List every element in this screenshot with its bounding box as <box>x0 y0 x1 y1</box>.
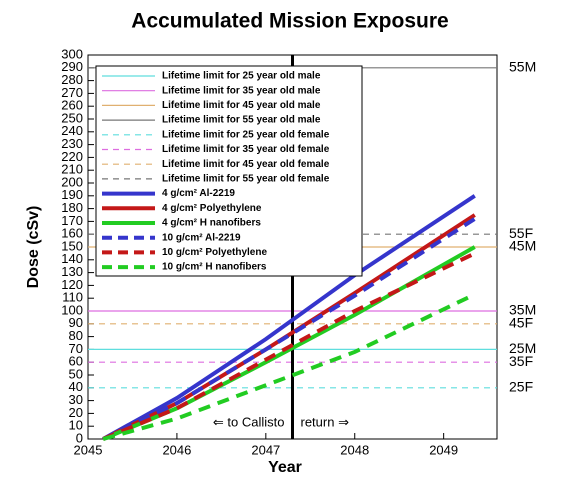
y-tick-label: 170 <box>61 213 83 228</box>
legend-label: 4 g/cm² H nanofibers <box>162 218 261 229</box>
limit-label: 45M <box>509 238 536 254</box>
legend-label: Lifetime limit for 25 year old female <box>162 129 330 140</box>
limit-label: 55F <box>509 225 533 241</box>
legend-label: 10 g/cm² Al-2219 <box>162 232 241 243</box>
limit-label: 25M <box>509 340 536 356</box>
legend-box <box>95 65 363 277</box>
y-tick-label: 90 <box>69 315 83 330</box>
limit-label: 45F <box>509 315 533 331</box>
legend-label: 4 g/cm² Polyethylene <box>162 203 262 214</box>
limit-label: 35M <box>509 302 536 318</box>
y-tick-label: 230 <box>61 136 83 151</box>
legend-label: Lifetime limit for 55 year old male <box>162 115 321 126</box>
series-line <box>102 251 476 441</box>
legend-label: Lifetime limit for 35 year old male <box>162 85 321 96</box>
y-tick-label: 0 <box>76 430 83 445</box>
chart-title: Accumulated Mission Exposure <box>131 10 448 33</box>
x-tick-label: 2048 <box>340 442 369 457</box>
limit-label: 55M <box>509 59 536 75</box>
legend-label: 10 g/cm² Polyethylene <box>162 247 267 258</box>
y-tick-label: 140 <box>61 251 83 266</box>
y-tick-label: 30 <box>69 392 83 407</box>
y-tick-label: 210 <box>61 162 83 177</box>
limit-label: 25F <box>509 379 533 395</box>
y-tick-label: 260 <box>61 98 83 113</box>
y-tick-label: 100 <box>61 302 83 317</box>
legend-label: Lifetime limit for 55 year old female <box>162 174 330 185</box>
y-tick-label: 270 <box>61 85 83 100</box>
y-tick-label: 300 <box>61 46 83 61</box>
legend: Lifetime limit for 25 year old male Lifet… <box>95 65 363 277</box>
legend-label: 10 g/cm² H nanofibers <box>162 262 267 273</box>
annotation: return ⇒ <box>301 414 350 429</box>
x-axis-label: Year <box>268 459 302 476</box>
legend-label: Lifetime limit for 45 year old male <box>162 100 321 111</box>
series-line <box>102 217 476 441</box>
y-tick-label: 190 <box>61 187 83 202</box>
legend-label: 4 g/cm² Al-2219 <box>162 188 235 199</box>
y-tick-label: 180 <box>61 200 83 215</box>
y-tick-label: 120 <box>61 277 83 292</box>
y-tick-label: 40 <box>69 379 83 394</box>
legend-label: Lifetime limit for 35 year old female <box>162 144 330 155</box>
annotation: ⇐ to Callisto <box>213 414 285 429</box>
series-line <box>102 194 476 441</box>
y-tick-label: 60 <box>69 354 83 369</box>
y-tick-label: 20 <box>69 405 83 420</box>
y-tick-label: 130 <box>61 264 83 279</box>
x-tick-label: 2046 <box>162 442 191 457</box>
y-tick-label: 240 <box>61 123 83 138</box>
y-tick-label: 50 <box>69 366 83 381</box>
y-tick-label: 70 <box>69 341 83 356</box>
y-tick-label: 280 <box>61 72 83 87</box>
legend-label: Lifetime limit for 45 year old female <box>162 159 330 170</box>
y-tick-label: 10 <box>69 418 83 433</box>
legend-label: Lifetime limit for 25 year old male <box>162 71 321 82</box>
x-tick-label: 2045 <box>74 442 103 457</box>
y-tick-label: 110 <box>62 290 83 305</box>
x-tick-label: 2049 <box>429 442 458 457</box>
y-tick-label: 200 <box>61 174 83 189</box>
y-tick-label: 250 <box>61 110 83 125</box>
limit-label: 35F <box>509 353 533 369</box>
y-tick-label: 80 <box>69 328 83 343</box>
y-tick-label: 150 <box>61 238 83 253</box>
y-tick-label: 160 <box>61 226 83 241</box>
y-tick-label: 220 <box>61 149 83 164</box>
x-tick-label: 2047 <box>251 442 280 457</box>
y-axis-label: Dose (cSv) <box>25 206 42 289</box>
y-tick-label: 290 <box>61 59 83 74</box>
series-line <box>102 292 476 441</box>
